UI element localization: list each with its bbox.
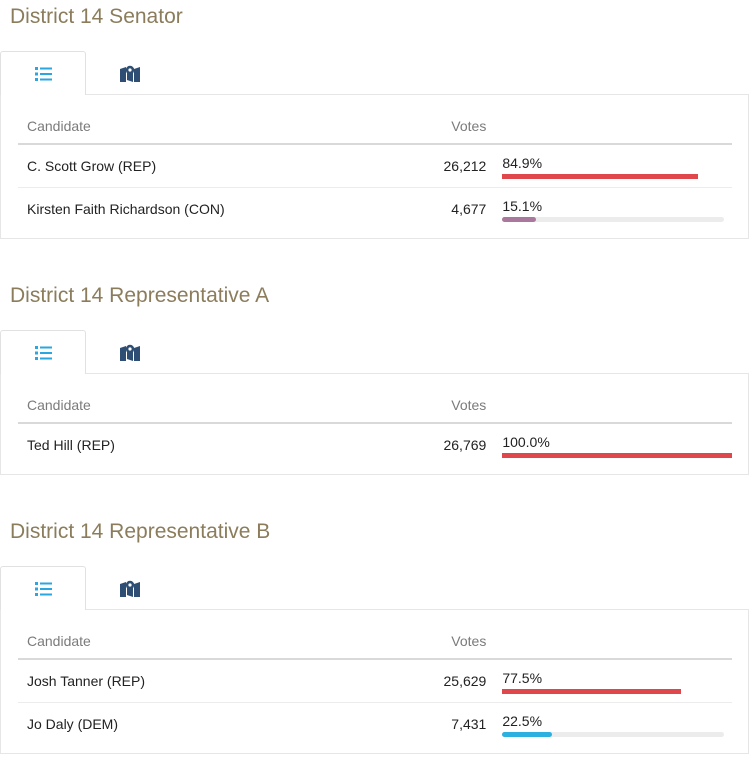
percent-cell: 84.9% (502, 144, 732, 188)
tab-map[interactable] (87, 566, 173, 610)
candidate-name: Josh Tanner (REP) (27, 673, 146, 689)
vote-percent: 15.1% (502, 197, 543, 214)
results-table: Candidate Votes Ted Hill (REP) 26,769 10… (18, 388, 733, 466)
tab-map[interactable] (87, 330, 173, 374)
vote-count: 7,431 (426, 702, 503, 745)
percent-cell: 22.5% (502, 702, 732, 745)
table-row: Kirsten Faith Richardson (CON) 4,677 15.… (18, 187, 732, 230)
vote-percent: 100.0% (502, 433, 550, 450)
table-row: Ted Hill (REP) 26,769 100.0% (18, 423, 733, 466)
votes-column-header: Votes (426, 109, 503, 145)
percent-column-header (502, 388, 732, 424)
table-header-row: Candidate Votes (18, 624, 732, 660)
vote-bar-fill (502, 217, 536, 222)
percent-column-header (502, 109, 732, 145)
race-title: District 14 Representative B (10, 520, 271, 543)
vote-bar-fill (502, 453, 733, 458)
percent-cell: 15.1% (502, 187, 732, 230)
percent-column-header (502, 624, 732, 660)
percent-cell: 77.5% (502, 659, 732, 703)
race-district-14-representative-b: District 14 Representative B Candidate V… (0, 518, 750, 754)
map-icon (120, 580, 140, 597)
results-panel: Candidate Votes Ted Hill (REP) 26,769 10… (0, 373, 749, 475)
vote-percent: 84.9% (502, 154, 543, 171)
vote-bar (502, 732, 725, 737)
results-table: Candidate Votes Josh Tanner (REP) 25,629… (18, 624, 732, 745)
vote-bar-fill (502, 174, 698, 179)
candidate-name: Ted Hill (REP) (27, 437, 115, 453)
candidate-column-header: Candidate (18, 388, 427, 424)
table-header-row: Candidate Votes (18, 109, 732, 145)
list-icon (34, 66, 52, 81)
table-row: Jo Daly (DEM) 7,431 22.5% (18, 702, 732, 745)
view-tabs (0, 566, 750, 610)
candidate-name: Jo Daly (DEM) (18, 702, 427, 745)
table-row: Josh Tanner (REP) 25,629 77.5% (18, 659, 732, 703)
tab-list[interactable] (0, 566, 86, 610)
race-title: District 14 Senator (10, 5, 183, 28)
vote-bar (502, 453, 733, 458)
table-row: C. Scott Grow (REP) 26,212 84.9% (18, 144, 732, 188)
vote-count: 4,677 (426, 187, 503, 230)
vote-bar (502, 217, 725, 222)
percent-cell: 100.0% (502, 423, 733, 466)
race-title: District 14 Representative A (10, 284, 270, 307)
vote-bar (502, 174, 732, 179)
vote-bar (502, 689, 732, 694)
view-tabs (0, 330, 750, 374)
results-panel: Candidate Votes C. Scott Grow (REP) 26,2… (0, 94, 749, 239)
race-district-14-representative-a: District 14 Representative A Candidate V… (0, 282, 750, 475)
candidate-name: Kirsten Faith Richardson (CON) (18, 187, 427, 230)
candidate-column-header: Candidate (18, 109, 427, 145)
map-icon (120, 344, 140, 361)
vote-bar-fill (502, 732, 553, 737)
tab-list[interactable] (0, 51, 86, 95)
table-header-row: Candidate Votes (18, 388, 732, 424)
vote-count: 25,629 (443, 673, 487, 689)
map-icon (120, 65, 140, 82)
vote-percent: 22.5% (502, 712, 543, 729)
tab-map[interactable] (87, 51, 173, 95)
votes-column-header: Votes (426, 624, 503, 660)
tab-list[interactable] (0, 330, 86, 374)
vote-percent: 77.5% (502, 669, 543, 686)
results-panel: Candidate Votes Josh Tanner (REP) 25,629… (0, 609, 749, 754)
candidate-name: C. Scott Grow (REP) (27, 158, 157, 174)
votes-column-header: Votes (426, 388, 503, 424)
vote-count: 26,212 (443, 158, 487, 174)
results-table: Candidate Votes C. Scott Grow (REP) 26,2… (18, 109, 732, 230)
vote-count: 26,769 (443, 437, 487, 453)
vote-bar-fill (502, 689, 681, 694)
candidate-column-header: Candidate (18, 624, 427, 660)
race-district-14-senator: District 14 Senator Candidate Votes C. S… (0, 3, 750, 239)
view-tabs (0, 51, 750, 95)
list-icon (34, 581, 52, 596)
list-icon (34, 345, 52, 360)
